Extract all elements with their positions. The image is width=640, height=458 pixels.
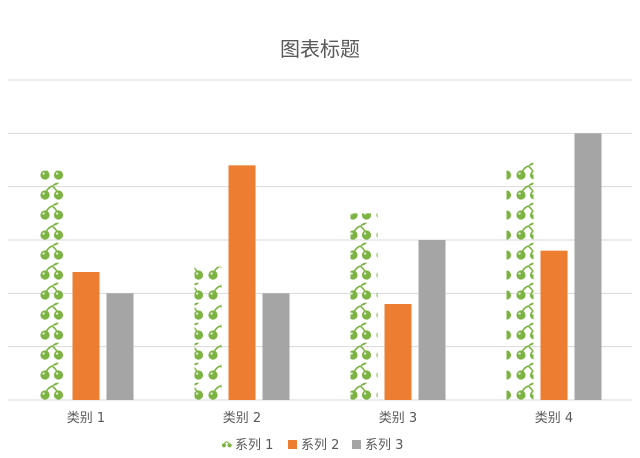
bar-series-1-category-1 [38,170,66,400]
legend-swatch-series-3 [352,440,361,449]
bar-series-3-category-1 [106,293,134,400]
legend-label-series-1: 系列 1 [235,438,273,453]
bar-series-1-category-2 [194,266,222,400]
bar-series-2-category-2 [228,165,256,400]
legend-swatch-series-2 [288,440,297,449]
x-tick-label: 类别 1 [67,411,105,426]
bar-series-2-category-3 [384,304,412,400]
bar-series-2-category-4 [540,250,568,400]
bar-series-3-category-4 [574,133,602,401]
bar-series-1-category-4 [506,160,534,400]
bar-series-3-category-2 [262,293,290,400]
x-tick-label: 类别 3 [379,411,417,426]
bar-series-2-category-1 [72,272,100,400]
chart-title: 图表标题 [280,37,360,61]
legend-label-series-2: 系列 2 [301,438,339,453]
cherry-icon [221,441,232,448]
x-tick-label: 类别 4 [535,411,573,426]
bar-series-3-category-3 [418,240,446,400]
legend-label-series-3: 系列 3 [365,438,403,453]
bar-series-1-category-3 [350,213,378,400]
x-tick-label: 类别 2 [223,411,261,426]
